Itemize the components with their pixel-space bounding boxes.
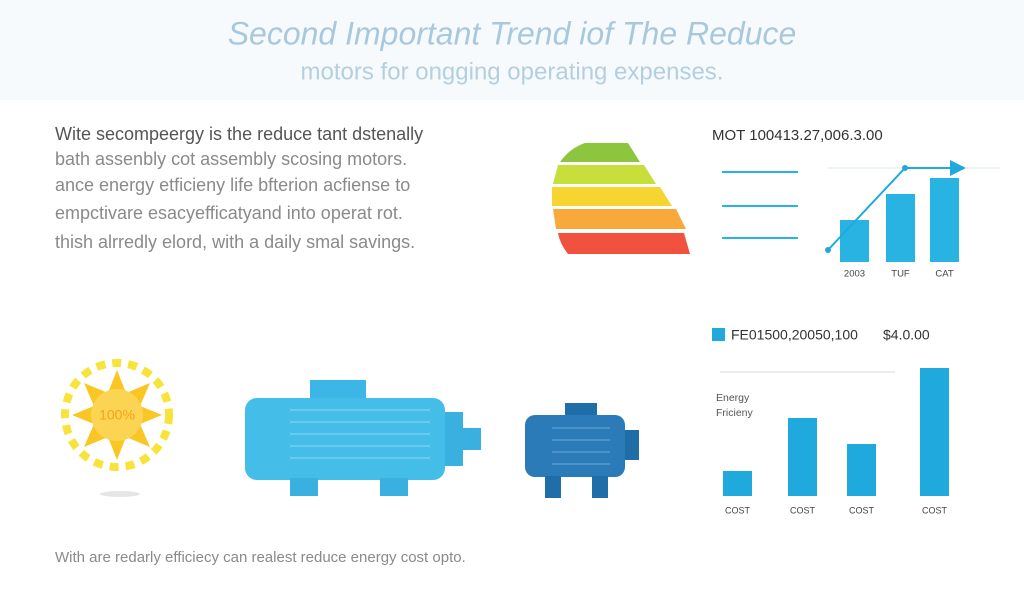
category-label: COST <box>725 505 751 515</box>
motor-foot <box>545 476 561 498</box>
shadow <box>100 491 140 497</box>
category-label: TUF <box>891 269 910 280</box>
bar <box>847 444 876 496</box>
axis-label: Energy <box>716 392 750 404</box>
bar <box>840 220 869 262</box>
trend-dot <box>902 165 908 171</box>
rating-band <box>553 165 656 184</box>
motor-part <box>565 403 597 417</box>
motor-part <box>445 412 463 466</box>
rating-band <box>560 143 640 162</box>
legend-label: FE01500,20050,100 <box>731 327 858 343</box>
rating-band <box>552 187 672 206</box>
title: Second Important Trend iof The Reduce <box>228 15 797 51</box>
trend-dot <box>825 247 831 253</box>
bar <box>788 418 817 496</box>
category-label: CAT <box>935 269 953 280</box>
subtitle: motors for ongging operating expenses. <box>301 58 724 85</box>
category-label: COST <box>922 505 948 515</box>
category-label: 2003 <box>844 269 865 280</box>
sun-core <box>91 389 143 441</box>
motor-shaft <box>463 428 481 450</box>
sun-label: 100% <box>99 407 135 423</box>
motor-body <box>525 415 625 477</box>
motor-foot <box>592 476 608 498</box>
motor-small <box>525 403 639 498</box>
motor-foot <box>380 478 408 496</box>
motor-part <box>310 380 366 400</box>
sun-icon <box>61 359 173 497</box>
bar <box>930 178 959 262</box>
axis-label: Fricieny <box>716 407 754 419</box>
bar <box>723 471 752 496</box>
category-label: COST <box>849 505 875 515</box>
category-label: COST <box>790 505 816 515</box>
paragraph-line: Wite secompeergy is the reduce tant dste… <box>55 124 423 144</box>
motor-shaft <box>625 430 639 460</box>
bar <box>920 368 949 496</box>
chart-title: MOT 100413.27,006.3.00 <box>712 127 883 144</box>
motor-large <box>245 380 481 496</box>
paragraph-line: empctivare esacyefficatyand into operat … <box>55 203 403 223</box>
motor-body <box>245 398 445 480</box>
paragraph-line: thish alrredly elord, with a daily smal … <box>55 232 415 252</box>
header-band <box>0 0 1024 100</box>
footer: With are redarly efficiecy can realest r… <box>55 549 466 566</box>
rating-band <box>553 209 686 229</box>
bar <box>886 194 915 262</box>
motor-foot <box>290 478 318 496</box>
paragraph-line: bath assenbly cot assembly scosing motor… <box>55 149 407 169</box>
sun-ring <box>61 359 173 471</box>
energy-rating <box>552 143 690 254</box>
legend-swatch <box>712 328 725 341</box>
rating-band <box>558 233 690 254</box>
value-label: $4.0.00 <box>883 327 930 343</box>
paragraph-line: ance energy etficieny life bfterion acfi… <box>55 175 410 195</box>
